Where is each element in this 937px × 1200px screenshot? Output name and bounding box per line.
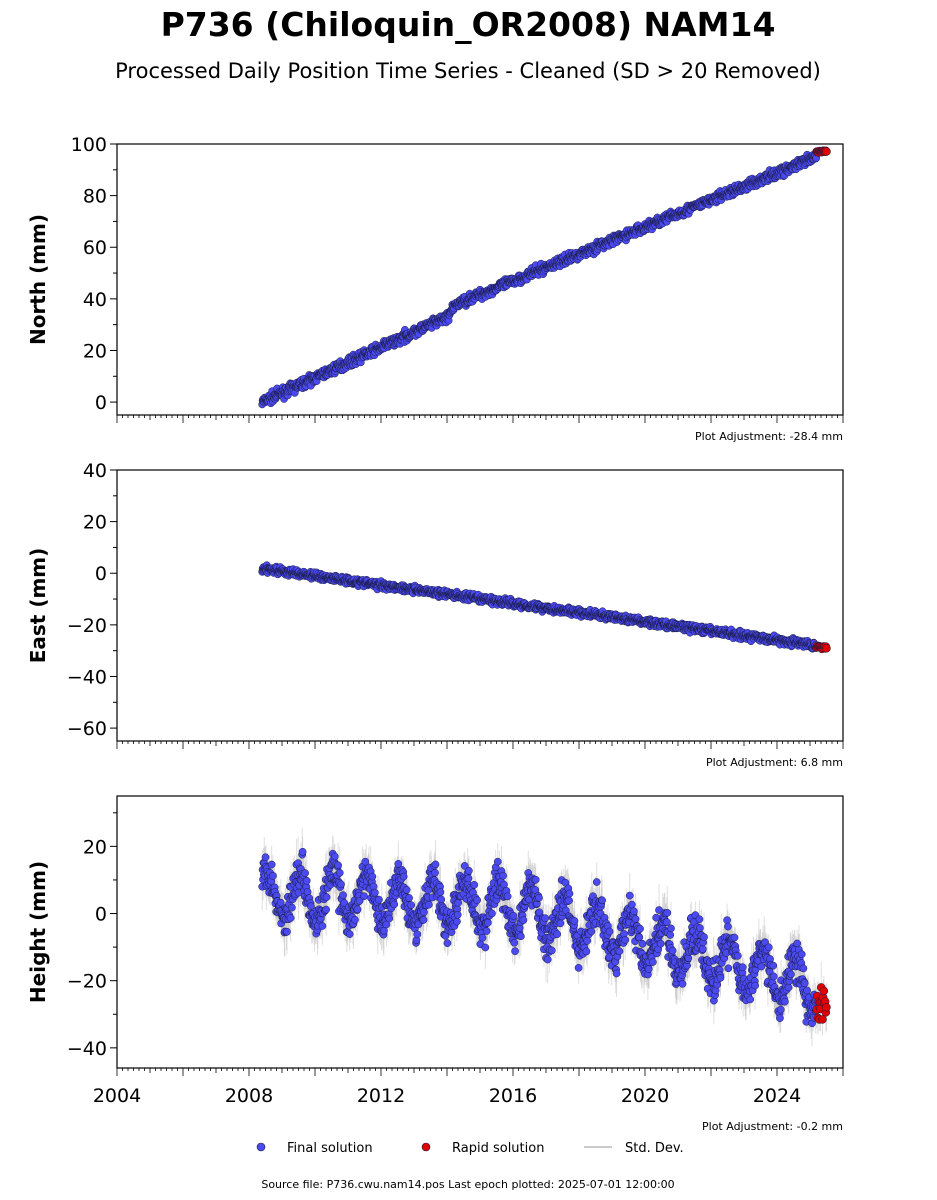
final-point [330,852,339,861]
final-point [390,900,399,909]
final-point [443,939,452,948]
final-point [288,903,296,912]
final-point [436,888,445,896]
panel-1: 0 20 40 60 80 100 North (mm) Plot Adjustment: -… [26,134,844,443]
y-tick-label: 0 [95,563,107,585]
panels: 0 20 40 60 80 100 North (mm) Plot Adjustment: -… [26,134,844,1133]
chart-subtitle: Processed Daily Position Time Series - C… [115,59,821,83]
plot-adjustment: Plot Adjustment: -28.4 mm [695,430,843,443]
final-point [337,880,345,889]
final-point [368,872,377,881]
panel-data [258,561,831,654]
panel-3: 2004 2008 2012 2016 2020 2024−40−20020Height … [26,795,844,1133]
final-point [318,922,327,930]
y-tick-label: 40 [83,289,107,311]
final-point [509,911,518,920]
final-point [353,905,362,914]
final-point [399,872,408,881]
panel-data [258,828,831,1047]
y-tick-label: −40 [67,666,107,688]
y-tick-label: 20 [83,340,107,362]
y-tick-label: 60 [83,237,107,259]
final-point [345,930,354,938]
final-point [437,895,446,904]
final-point [431,868,439,877]
final-point [473,896,481,904]
final-point [322,893,331,901]
rapid-point [822,644,831,653]
final-point [420,908,428,917]
final-point [419,916,428,924]
final-point [283,927,291,936]
final-point [370,888,379,897]
final-point [413,930,422,939]
final-point [482,927,491,935]
final-point [355,897,364,905]
final-point [488,909,496,918]
final-point [301,869,309,877]
final-point [465,866,473,875]
y-tick-label: −60 [67,718,107,740]
final-point [470,880,479,889]
final-point [405,894,413,902]
final-point [298,847,307,856]
final-point [453,910,462,919]
plot-adjustment: Plot Adjustment: 6.8 mm [706,756,843,769]
y-tick-label: 80 [83,186,107,208]
final-point [407,901,415,909]
final-point [267,860,276,869]
y-tick-label: 100 [71,134,107,156]
final-point [402,885,411,894]
final-point [335,868,344,877]
panel-data [258,146,831,409]
final-point [499,871,507,880]
y-axis-label: East (mm) [26,548,50,664]
y-tick-label: −20 [67,615,107,637]
final-point [375,895,383,904]
final-point [286,914,295,922]
y-tick-label: 40 [83,460,107,482]
final-point [453,917,461,926]
final-point [360,892,368,901]
panel-2: −60 −40 −20 0 20 40 East (mm) Plot Adjustment: … [26,460,844,769]
final-point [464,874,473,883]
final-point [261,853,270,862]
final-point [307,902,315,911]
final-point [385,914,394,923]
final-point [322,905,330,914]
final-point [431,860,440,869]
final-point [302,876,311,885]
final-point [478,933,487,942]
rapid-point [822,147,831,156]
final-point [334,861,342,870]
chart-title: P736 (Chiloquin_OR2008) NAM14 [161,5,776,44]
final-point [425,900,433,909]
final-point [493,857,502,866]
final-point [503,892,512,901]
final-point [351,915,359,924]
y-tick-label: 0 [95,392,107,414]
y-tick-label: 20 [83,512,107,534]
final-point [269,871,277,880]
final-point [276,898,285,907]
final-point [303,888,312,896]
final-point [481,943,490,952]
final-point [339,891,347,900]
final-point [483,918,492,927]
y-axis-label: North (mm) [26,214,50,345]
